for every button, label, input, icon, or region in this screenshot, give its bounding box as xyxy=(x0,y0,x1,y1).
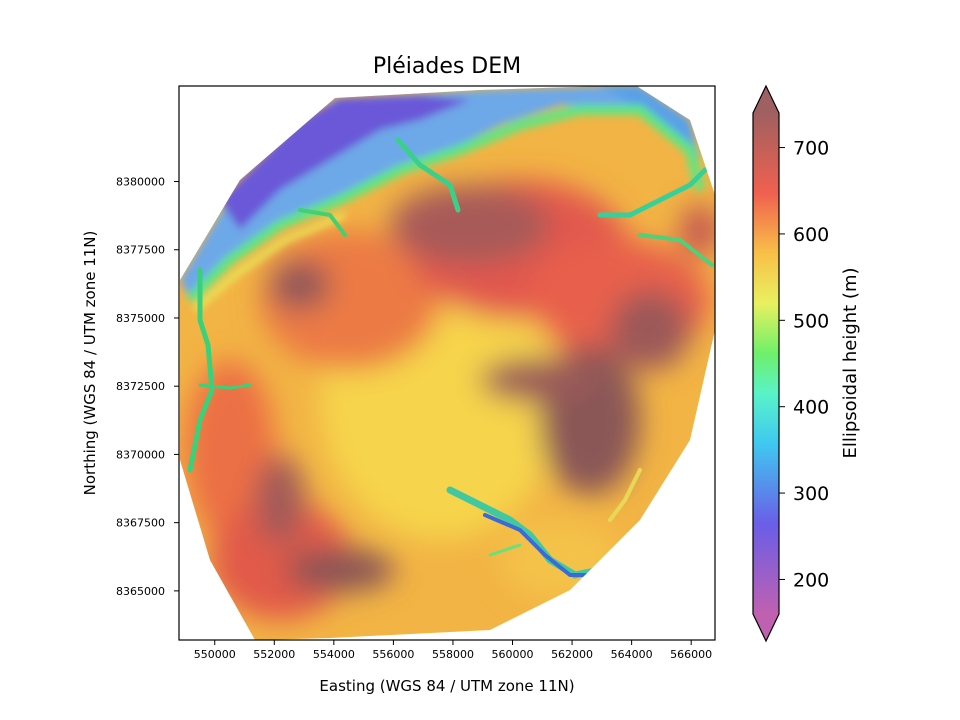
x-tick-label: 550000 xyxy=(194,648,236,661)
colorbar-extend-max xyxy=(753,86,779,113)
x-tick-label: 564000 xyxy=(611,648,653,661)
x-tick-label: 556000 xyxy=(372,648,414,661)
chart-title: Pléiades DEM xyxy=(373,54,521,79)
dem-raster xyxy=(180,86,715,640)
colorbar-tick-label: 700 xyxy=(793,138,829,160)
plot-frame xyxy=(178,85,716,641)
x-tick-label: 566000 xyxy=(670,648,712,661)
colorbar-ticks: 200 300 400 500 600 700 xyxy=(779,138,829,591)
y-tick-label: 8370000 xyxy=(116,448,165,461)
y-tick-label: 8372500 xyxy=(116,380,165,393)
x-axis-label: Easting (WGS 84 / UTM zone 11N) xyxy=(319,677,574,695)
x-tick-label: 560000 xyxy=(492,648,534,661)
x-tick-label: 552000 xyxy=(253,648,295,661)
y-tick-label: 8377500 xyxy=(116,244,165,257)
colorbar-gradient xyxy=(753,113,779,614)
x-tick-label: 562000 xyxy=(551,648,593,661)
colorbar-tick-label: 300 xyxy=(793,483,829,505)
y-axis-label: Northing (WGS 84 / UTM zone 11N) xyxy=(81,231,99,496)
y-axis-ticks: 8365000 8367500 8370000 8372500 8375000 83775… xyxy=(116,176,179,598)
x-axis-ticks: 550000 552000 554000 556000 558000 560000 5620… xyxy=(194,640,712,661)
colorbar-tick-label: 600 xyxy=(793,224,829,246)
colorbar-label: Ellipsoidal height (m) xyxy=(840,267,861,458)
colorbar-outline xyxy=(752,84,780,643)
y-tick-label: 8367500 xyxy=(116,517,165,530)
y-tick-label: 8380000 xyxy=(116,176,165,189)
colorbar-tick-label: 500 xyxy=(793,310,829,332)
colorbar-extend-min xyxy=(753,614,779,641)
colorbar-tick-label: 200 xyxy=(793,569,829,591)
x-tick-label: 558000 xyxy=(432,648,474,661)
x-tick-label: 554000 xyxy=(313,648,355,661)
colorbar: 200 300 400 500 600 700 Ellipsoidal height (m… xyxy=(752,84,861,643)
colorbar-tick-label: 400 xyxy=(793,397,829,419)
y-tick-label: 8365000 xyxy=(116,585,165,598)
y-tick-label: 8375000 xyxy=(116,312,165,325)
